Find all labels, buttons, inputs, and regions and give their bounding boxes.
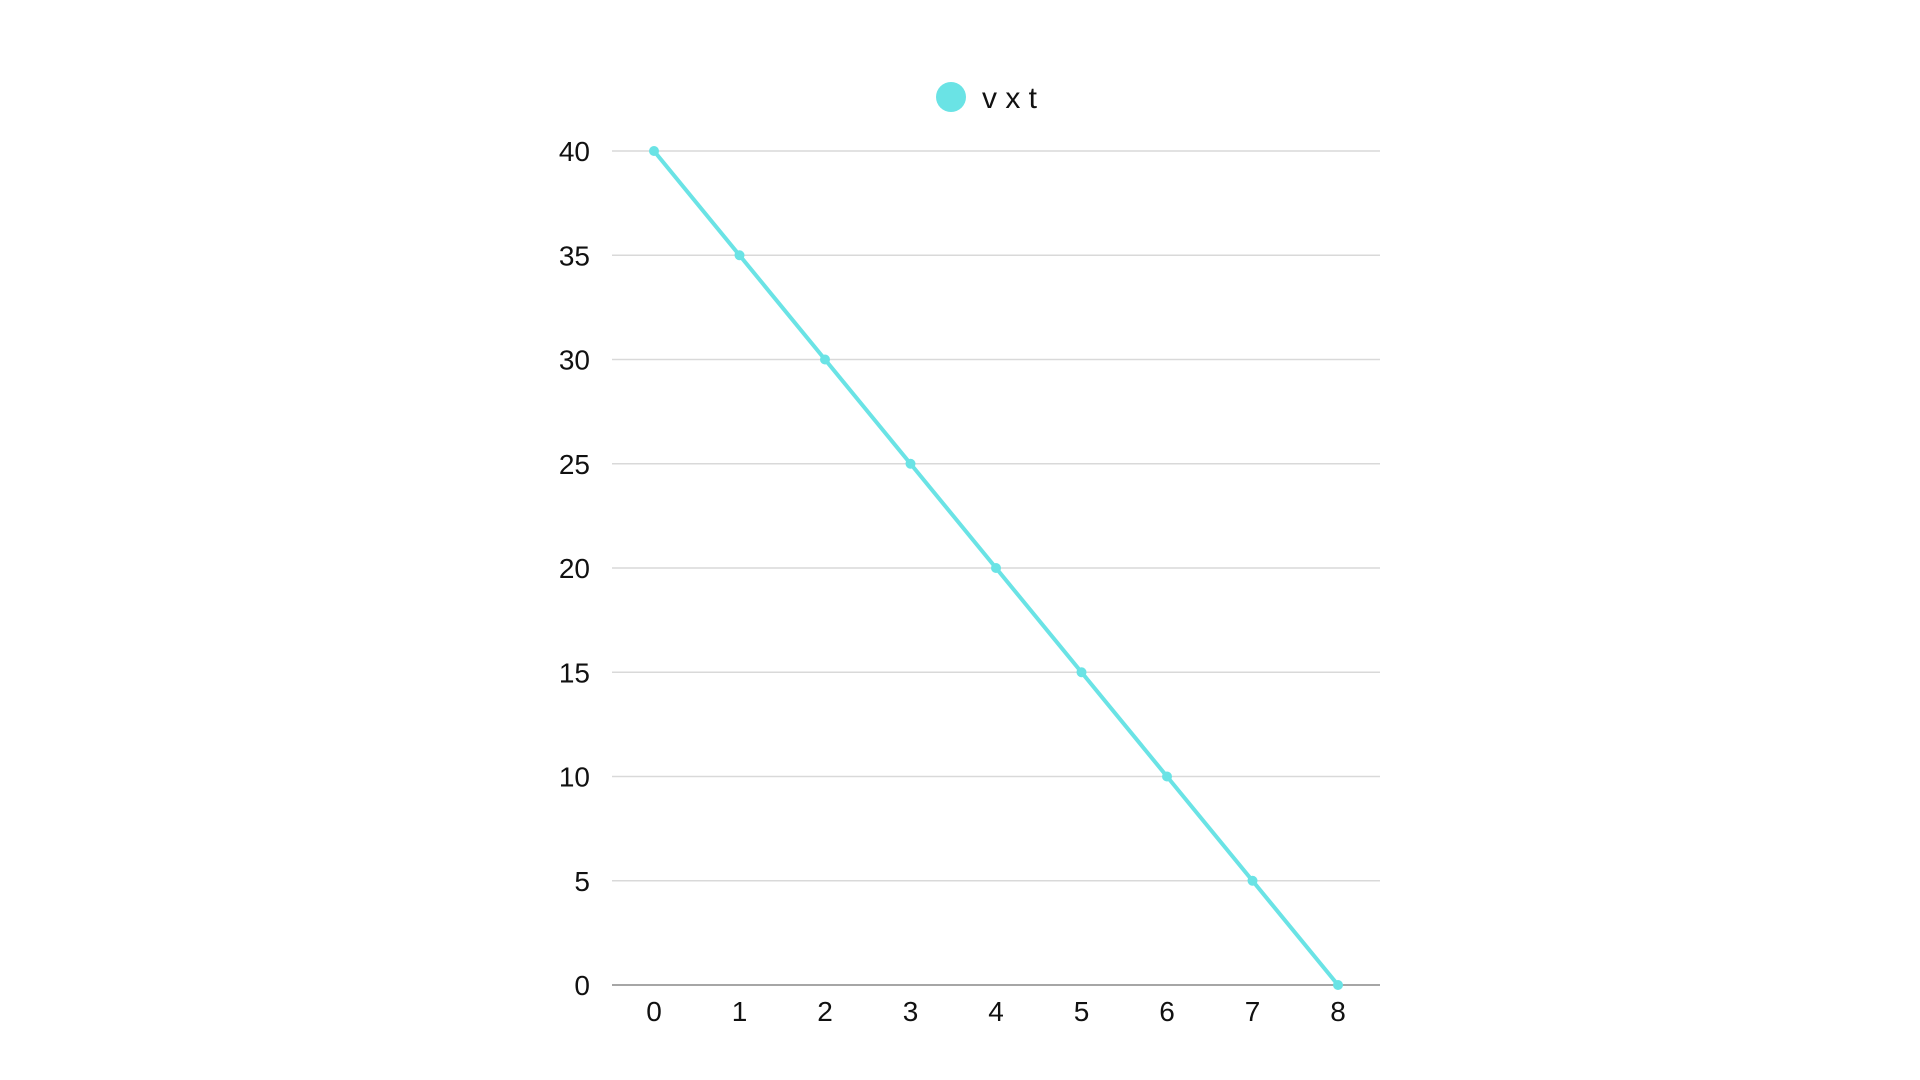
x-tick-label-5: 5	[1074, 996, 1090, 1027]
x-tick-label-6: 6	[1159, 996, 1175, 1027]
x-tick-label-7: 7	[1245, 996, 1261, 1027]
y-tick-label-20: 20	[559, 553, 590, 584]
x-axis-tick-labels: 0 1 2 3 4 5 6 7 8	[646, 996, 1346, 1027]
data-point-6	[1162, 771, 1172, 782]
legend-swatch-icon	[936, 82, 966, 112]
x-tick-label-8: 8	[1330, 996, 1346, 1027]
legend: v x t	[936, 82, 1038, 115]
y-tick-label-25: 25	[559, 449, 590, 480]
y-tick-label-30: 30	[559, 345, 590, 376]
y-tick-label-0: 0	[574, 970, 590, 1001]
x-tick-label-3: 3	[903, 996, 919, 1027]
x-tick-label-1: 1	[732, 996, 748, 1027]
data-point-2	[820, 354, 830, 365]
x-tick-label-0: 0	[646, 996, 662, 1027]
data-point-7	[1247, 875, 1258, 886]
x-tick-label-2: 2	[817, 996, 833, 1027]
y-tick-label-40: 40	[559, 136, 590, 167]
data-point-3	[905, 458, 916, 469]
gridlines	[612, 150, 1380, 882]
y-tick-label-5: 5	[574, 866, 590, 897]
data-point-0	[649, 146, 659, 156]
series-points	[649, 146, 1343, 990]
y-tick-label-10: 10	[559, 762, 590, 793]
data-point-4	[991, 563, 1001, 573]
y-tick-label-15: 15	[559, 657, 590, 688]
y-tick-label-35: 35	[559, 240, 590, 271]
data-point-1	[734, 250, 745, 261]
data-point-8	[1333, 980, 1343, 990]
legend-label: v x t	[982, 82, 1038, 115]
y-axis-tick-labels: 0 5 10 15 20 25 30 35 40	[559, 136, 590, 1001]
x-tick-label-4: 4	[988, 996, 1004, 1027]
data-point-5	[1076, 667, 1087, 678]
